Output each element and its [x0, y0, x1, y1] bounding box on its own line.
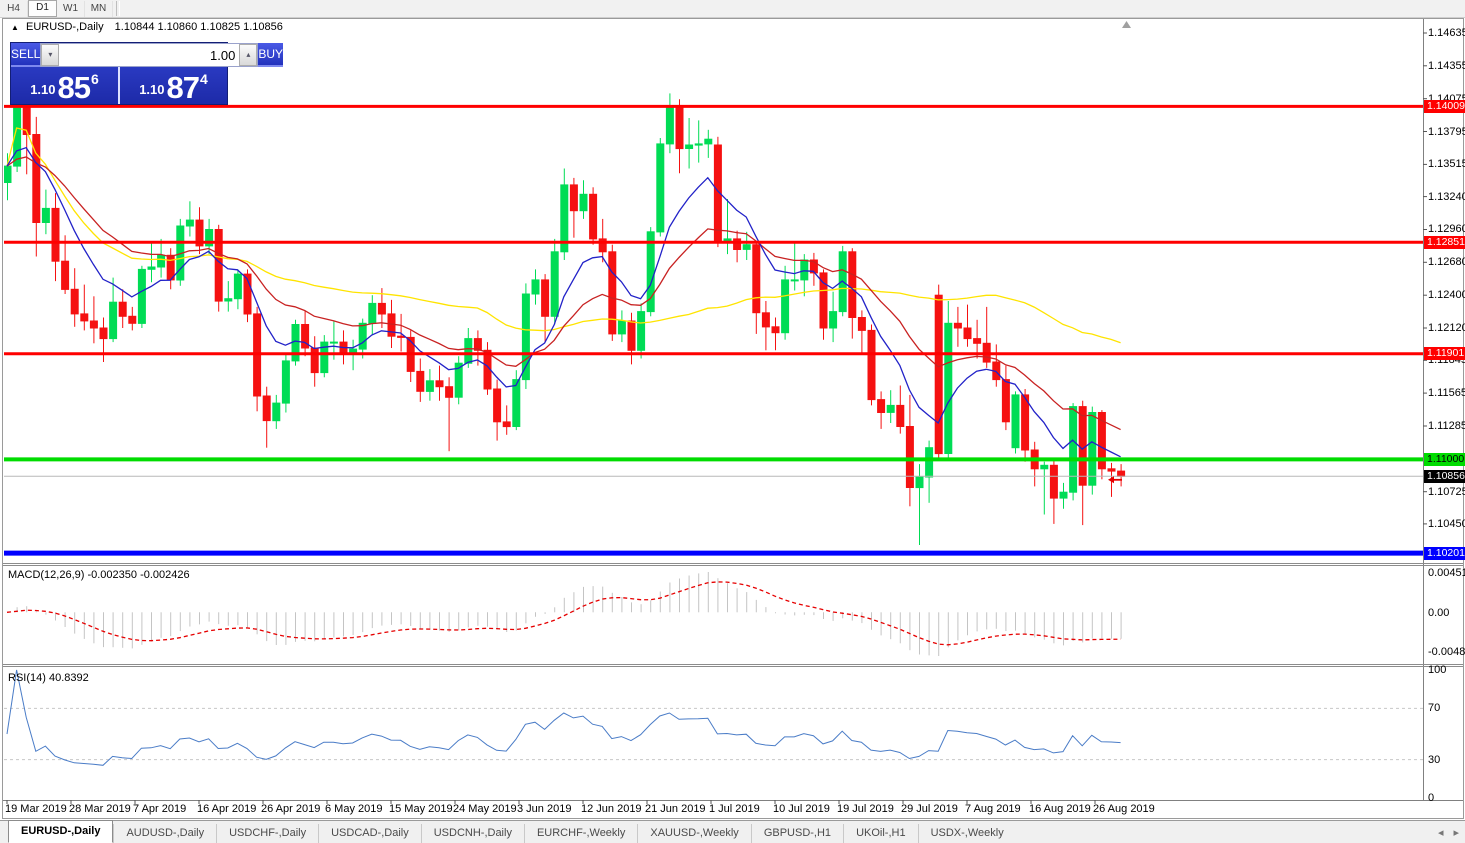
price-axis-tick: 1.11285 — [1428, 420, 1465, 432]
macd-axis-label: 0.004517 — [1428, 567, 1465, 579]
rsi-indicator-label: RSI(14) 40.8392 — [8, 672, 89, 684]
chart-ohlc-header: ▲ EURUSD-,Daily 1.10844 1.10860 1.10825 … — [11, 21, 283, 33]
price-axis-tick: 1.13795 — [1428, 126, 1465, 138]
chart-tab-xauusd-weekly[interactable]: XAUUSD-,Weekly — [637, 824, 750, 843]
chart-tab-usdcad-daily[interactable]: USDCAD-,Daily — [318, 824, 421, 843]
date-axis-ticks — [6, 800, 1096, 804]
level-price-label: 1.10201 — [1424, 547, 1465, 560]
rsi-axis-label: 70 — [1428, 702, 1441, 714]
volume-decrease-icon[interactable]: ▾ — [41, 44, 60, 66]
chart-tab-gbpusd-h1[interactable]: GBPUSD-,H1 — [750, 824, 843, 843]
chart-tab-ukoil-h1[interactable]: UKOil-,H1 — [843, 824, 918, 843]
date-axis-label: 21 Jun 2019 — [645, 803, 706, 815]
chart-tab-eurchf-weekly[interactable]: EURCHF-,Weekly — [523, 824, 637, 843]
date-axis-label: 12 Jun 2019 — [581, 803, 642, 815]
chart-shift-triangle-icon[interactable] — [1122, 21, 1131, 28]
price-axis-tick: 1.10725 — [1428, 486, 1465, 498]
date-axis-label: 19 Jul 2019 — [837, 803, 894, 815]
date-axis-label: 7 Aug 2019 — [965, 803, 1021, 815]
price-axis-tick: 1.10450 — [1428, 518, 1465, 530]
level-price-label: 1.14009 — [1424, 100, 1465, 113]
volume-control: ▾ ▴ — [40, 43, 259, 67]
price-axis-tick: 1.12680 — [1428, 256, 1465, 268]
date-axis-label: 26 Apr 2019 — [261, 803, 321, 815]
period-toolbar: H4 D1 W1 MN — [0, 0, 1465, 18]
one-click-trading-panel: SELL ▾ ▴ BUY 1.10 85 6 1.10 87 4 — [10, 42, 284, 105]
macd-indicator-label: MACD(12,26,9) -0.002350 -0.002426 — [8, 569, 190, 581]
price-axis-tick: 1.14635 — [1428, 27, 1465, 39]
buy-price-prefix: 1.10 — [139, 82, 165, 97]
sell-button[interactable]: SELL — [11, 43, 41, 67]
timeframe-button-w1[interactable]: W1 — [57, 0, 85, 17]
tab-scroll-left-icon[interactable]: ◂ — [1437, 827, 1444, 839]
rsi-axis-label: 0 — [1428, 792, 1435, 804]
date-axis-label: 3 Jun 2019 — [517, 803, 572, 815]
rsi-axis-label: 30 — [1428, 754, 1441, 766]
sell-price-big: 85 — [57, 70, 91, 105]
rsi-axis-label: 100 — [1428, 664, 1447, 676]
collapse-triangle-icon[interactable]: ▲ — [11, 23, 19, 32]
ohlc-values: 1.10844 1.10860 1.10825 1.10856 — [114, 21, 283, 33]
price-axis-tick: 1.11565 — [1428, 387, 1465, 399]
tab-scroll-right-icon[interactable]: ▸ — [1453, 827, 1459, 839]
chart-tab-eurusd-daily[interactable]: EURUSD-,Daily — [8, 820, 114, 843]
date-axis-label: 26 Aug 2019 — [1093, 803, 1155, 815]
price-axis-ticks — [1423, 32, 1427, 525]
price-axis-tick: 1.13515 — [1428, 158, 1465, 170]
volume-increase-icon[interactable]: ▴ — [239, 44, 258, 66]
macd-axis-label: 0.00 — [1428, 607, 1450, 619]
macd-histogram — [6, 572, 1122, 656]
timeframe-button-mn[interactable]: MN — [85, 0, 113, 17]
price-axis-tick: 1.12400 — [1428, 289, 1465, 301]
date-axis-label: 16 Aug 2019 — [1029, 803, 1091, 815]
date-axis-label: 24 May 2019 — [453, 803, 517, 815]
tab-scroll-controls: ◂ ▸ — [1438, 826, 1459, 839]
date-axis-label: 29 Jul 2019 — [901, 803, 958, 815]
current-price-label: 1.10856 — [1424, 470, 1465, 483]
macd-axis-label: -0.004806 — [1428, 646, 1465, 658]
price-axis-tick: 1.12120 — [1428, 322, 1465, 334]
date-axis-label: 1 Jul 2019 — [709, 803, 760, 815]
price-axis-tick: 1.14355 — [1428, 60, 1465, 72]
date-axis-label: 10 Jul 2019 — [773, 803, 830, 815]
sell-price-prefix: 1.10 — [30, 82, 56, 97]
chart-tab-usdcnh-daily[interactable]: USDCNH-,Daily — [420, 824, 524, 843]
date-axis-label: 28 Mar 2019 — [69, 803, 131, 815]
sell-price-pip: 6 — [91, 71, 99, 87]
candles-layer — [4, 51, 1126, 545]
date-axis-label: 15 May 2019 — [389, 803, 453, 815]
level-price-label: 1.11000 — [1424, 453, 1465, 466]
horizontal-level-lines[interactable] — [4, 104, 1423, 556]
date-axis-label: 19 Mar 2019 — [5, 803, 67, 815]
macd-signal-line — [6, 581, 1121, 646]
timeframe-button-d1[interactable]: D1 — [28, 0, 57, 17]
buy-button[interactable]: BUY — [258, 43, 284, 67]
toolbar-separator — [116, 1, 120, 16]
level-price-label: 1.12851 — [1424, 236, 1465, 249]
bid-price-pointer-icon — [1108, 476, 1122, 484]
volume-input[interactable] — [59, 44, 240, 66]
timeframe-button-h4[interactable]: H4 — [0, 0, 28, 17]
price-axis-tick: 1.13240 — [1428, 191, 1465, 203]
price-axis-tick: 1.12960 — [1428, 223, 1465, 235]
rsi-line — [6, 669, 1121, 766]
chart-tab-bar: EURUSD-,Daily AUDUSD-,Daily USDCHF-,Daily U… — [0, 820, 1465, 843]
level-price-label: 1.11901 — [1424, 347, 1465, 360]
date-axis-label: 6 May 2019 — [325, 803, 383, 815]
buy-price-big: 87 — [166, 70, 200, 105]
buy-price-pip: 4 — [200, 71, 208, 87]
sell-price[interactable]: 1.10 85 6 — [11, 67, 118, 104]
chart-tab-usdx-weekly[interactable]: USDX-,Weekly — [917, 824, 1016, 843]
chart-tab-audusd-daily[interactable]: AUDUSD-,Daily — [113, 824, 216, 843]
date-axis-label: 7 Apr 2019 — [133, 803, 187, 815]
rsi-pane — [4, 669, 1423, 766]
buy-price[interactable]: 1.10 87 4 — [120, 67, 227, 104]
price-divider — [118, 67, 120, 104]
symbol-label: EURUSD-,Daily — [25, 21, 104, 33]
chart-tab-usdchf-daily[interactable]: USDCHF-,Daily — [216, 824, 318, 843]
date-axis-label: 16 Apr 2019 — [197, 803, 257, 815]
